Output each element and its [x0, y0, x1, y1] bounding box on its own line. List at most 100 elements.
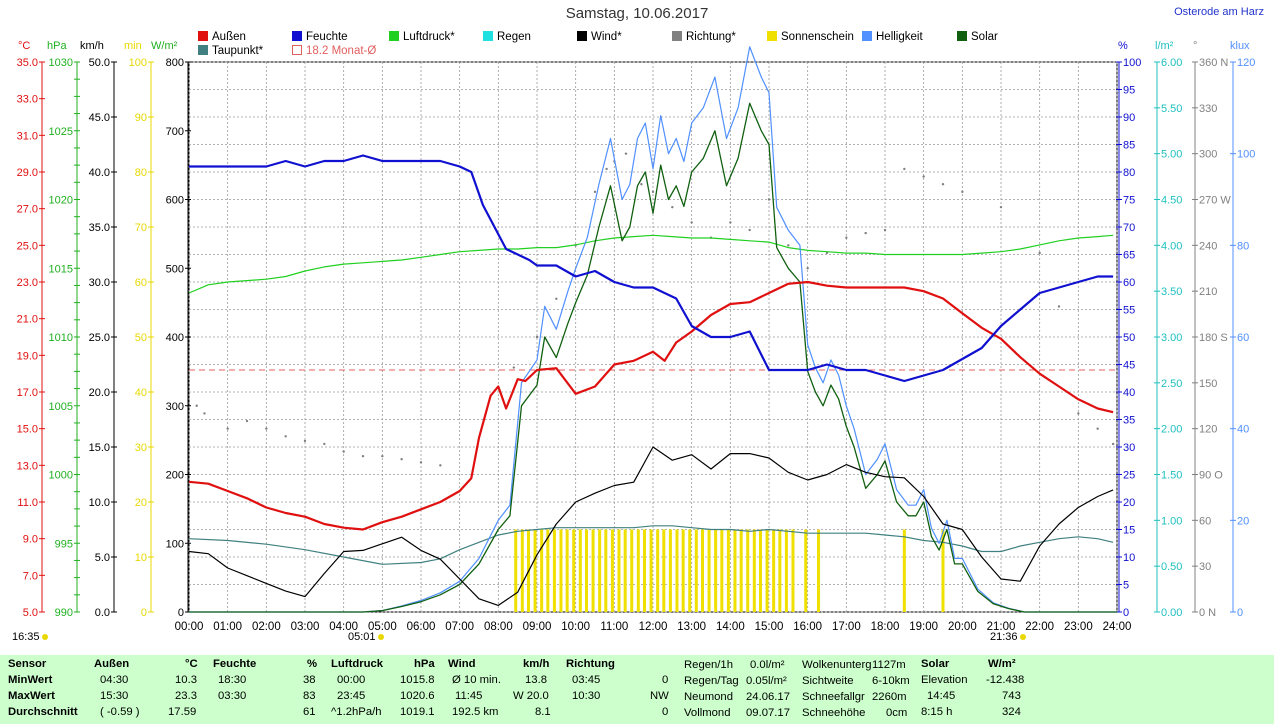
axis-label-temp: 11.0	[17, 497, 38, 509]
axis-label-lm2: 0.50	[1161, 561, 1182, 573]
direction-point	[512, 366, 515, 369]
axis-label-pct: 15	[1123, 525, 1135, 537]
axis-label-klux: 120	[1237, 57, 1255, 69]
direction-point	[195, 404, 198, 407]
footer-neumond-value: 24.06.17	[746, 691, 790, 703]
sunshine-bar	[623, 529, 627, 612]
legend-item: Taupunkt*	[198, 45, 263, 57]
direction-point	[245, 419, 249, 423]
axis-label-deg: 30	[1199, 561, 1211, 573]
axis-label-wm2: 700	[166, 126, 184, 138]
axis-label-hpa: 1015	[49, 263, 73, 275]
brightness-line	[189, 46, 1117, 613]
axis-label-temp: 21.0	[17, 314, 38, 326]
temperature-line	[188, 280, 1114, 531]
direction-point	[593, 190, 597, 194]
footer-regen1h-label: Regen/1h	[684, 659, 733, 671]
legend-swatch	[292, 31, 302, 41]
sunshine-bar	[791, 529, 795, 612]
direction-point	[922, 175, 925, 178]
legend-label: Feuchte	[306, 31, 348, 43]
axis-label-lm2: 2.50	[1161, 378, 1182, 390]
axis-label-deg: 120	[1199, 424, 1217, 436]
x-tick-label: 06:00	[407, 621, 436, 633]
axis-label-pct: 80	[1123, 167, 1135, 179]
footer-sicht-value: 6-10km	[872, 675, 910, 687]
axis-label-min: 50	[135, 332, 147, 344]
legend-label: Sonnenschein	[781, 31, 854, 43]
direction-point	[651, 190, 655, 194]
x-tick-label: 21:00	[987, 621, 1016, 633]
sunshine-bar	[714, 529, 718, 612]
legend-swatch	[198, 45, 208, 55]
x-tick-label: 11:00	[600, 621, 628, 633]
axis-label-klux: 40	[1237, 424, 1249, 436]
axis-label-temp: 29.0	[17, 167, 38, 179]
footer-solar-max-time: 14:45	[927, 690, 956, 702]
footer-wind-unit: km/h	[523, 658, 550, 670]
daylight-marker: 16:35	[12, 631, 48, 643]
direction-point	[845, 236, 848, 239]
axis-label-lm2: 5.50	[1161, 103, 1182, 115]
direction-point	[381, 454, 384, 458]
legend-swatch	[862, 31, 872, 41]
axis-label-pct: 85	[1123, 140, 1135, 152]
legend-label: Außen	[212, 31, 246, 43]
direction-point	[1111, 442, 1115, 446]
axis-label-pct: 70	[1123, 222, 1135, 234]
axis-label-min: 80	[135, 167, 147, 179]
direction-point	[555, 297, 558, 301]
axis-label-lm2: 2.00	[1161, 424, 1182, 436]
axis-label-wm2: 600	[166, 195, 184, 207]
sunshine-bar	[636, 529, 640, 612]
sunshine-bar	[675, 529, 679, 612]
legend-label: Luftdruck*	[403, 31, 455, 43]
axis-label-wm2: 500	[166, 263, 184, 275]
axis-label-deg: 60	[1199, 515, 1211, 527]
chart-title: Samstag, 10.06.2017	[565, 5, 709, 22]
axis-label-pct: 0	[1123, 607, 1129, 619]
sunset-icon	[1019, 634, 1026, 640]
sunshine-bar	[733, 529, 737, 612]
unit-wm2: W/m²	[151, 40, 178, 52]
footer-schneehoehe-value: 0cm	[886, 707, 908, 719]
sunshine-bar	[804, 529, 808, 612]
axis-label-kmh: 30.0	[89, 277, 110, 289]
sunshine-bar	[700, 529, 704, 612]
axis-label-pct: 100	[1123, 57, 1141, 69]
sunshine-bar	[739, 529, 743, 612]
footer-row-max: MaxWert	[8, 690, 55, 702]
axis-label-min: 20	[135, 497, 147, 509]
footer-solar-elevation: -12.438	[986, 674, 1025, 686]
direction-point	[1057, 305, 1061, 308]
axis-label-klux: 20	[1237, 515, 1249, 527]
x-tick-label: 23:00	[1064, 621, 1093, 633]
sunshine-bar	[630, 529, 634, 612]
legend-swatch	[957, 31, 967, 41]
sunshine-bar	[578, 529, 582, 612]
axis-label-pct: 40	[1123, 387, 1135, 399]
location-label: Osterode am Harz	[1174, 6, 1264, 18]
sunshine-bar	[552, 529, 556, 612]
axis-label-hpa: 995	[55, 538, 73, 550]
axis-label-min: 100	[129, 57, 147, 69]
axis-label-hpa: 1010	[49, 332, 73, 344]
sunshine-bar	[688, 529, 692, 612]
footer-richtung-max-time: 10:30	[572, 690, 601, 702]
footer-solar-hours: 8:15 h	[921, 706, 953, 718]
axis-label-lm2: 4.00	[1161, 240, 1182, 252]
solar-line	[189, 102, 1117, 613]
sunshine-bar	[514, 529, 518, 612]
axis-label-lm2: 5.00	[1161, 149, 1182, 161]
direction-point	[729, 221, 732, 224]
axis-label-temp: 23.0	[17, 277, 38, 289]
axis-label-temp: 27.0	[17, 204, 38, 216]
wind-line	[188, 446, 1114, 607]
axis-label-pct: 25	[1123, 470, 1135, 482]
direction-point	[748, 228, 751, 232]
axis-label-min: 10	[135, 552, 147, 564]
direction-point	[690, 221, 693, 224]
axis-label-kmh: 50.0	[89, 57, 110, 69]
legend-label: Richtung*	[686, 31, 736, 43]
unit-hpa: hPa	[47, 40, 67, 52]
